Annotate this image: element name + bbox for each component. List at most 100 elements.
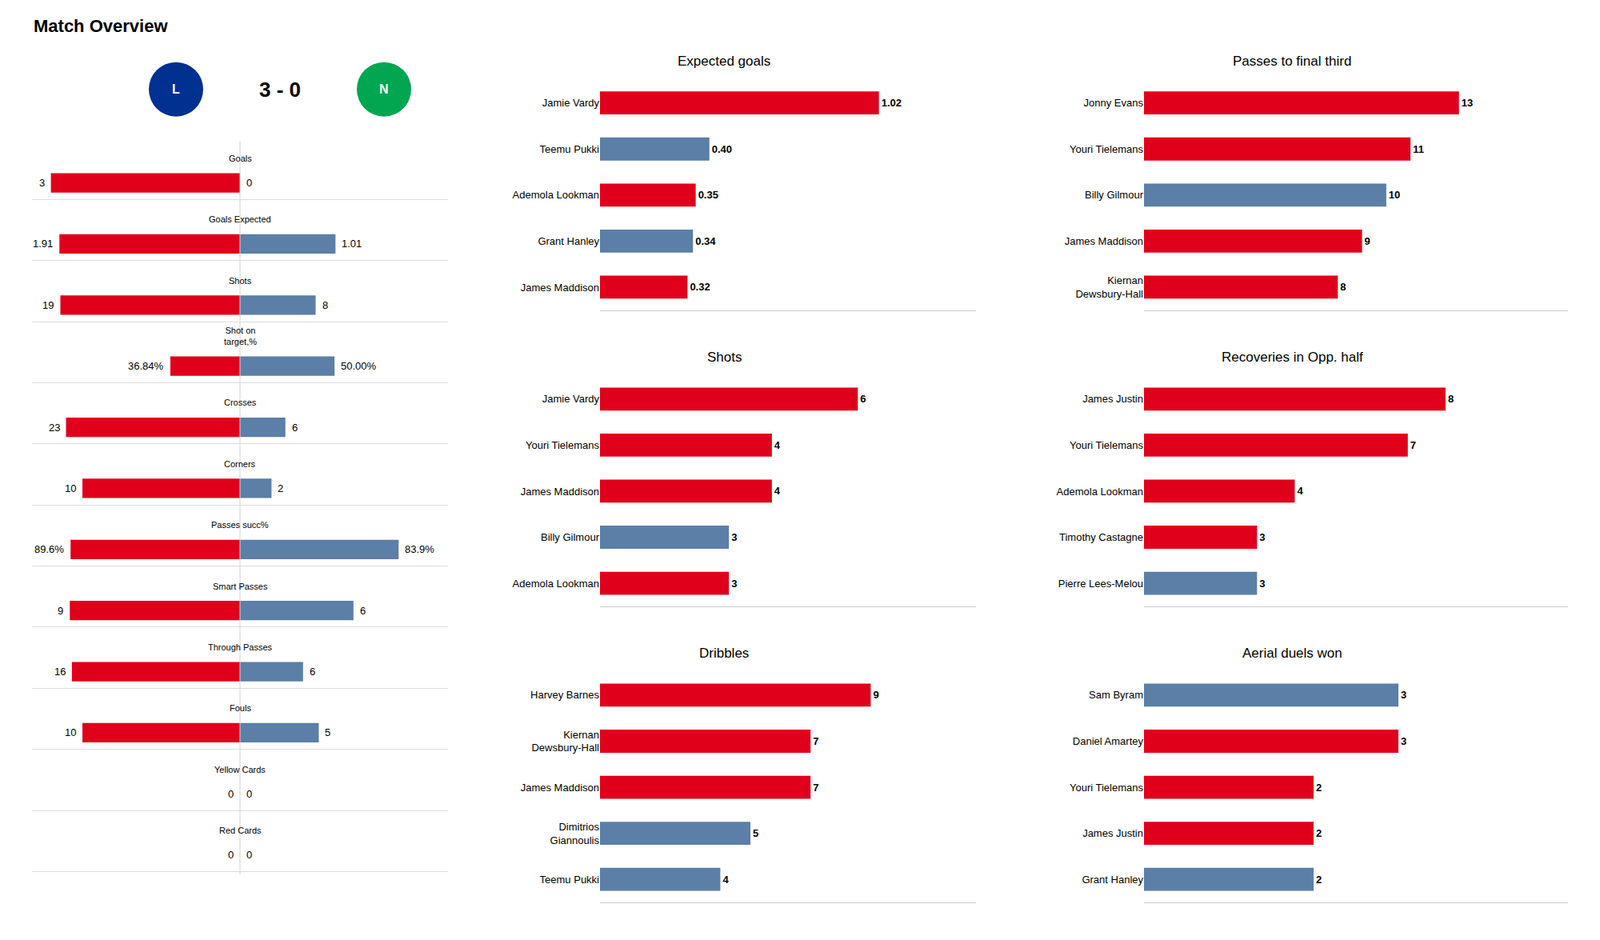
svg-text:Recoveries in Opp. half: Recoveries in Opp. half: [1221, 349, 1364, 365]
svg-text:5: 5: [324, 726, 331, 739]
svg-text:7: 7: [812, 735, 819, 748]
svg-text:L: L: [172, 82, 180, 96]
svg-text:Shot ontarget,%: Shot ontarget,%: [224, 325, 257, 347]
svg-text:5: 5: [752, 827, 759, 840]
svg-text:4: 4: [722, 873, 729, 886]
svg-text:Shots: Shots: [707, 349, 742, 365]
svg-text:3: 3: [1259, 531, 1265, 544]
svg-text:8: 8: [322, 299, 328, 312]
svg-text:Pierre Lees-Melou: Pierre Lees-Melou: [1058, 577, 1144, 590]
svg-text:Youri Tielemans: Youri Tielemans: [525, 439, 600, 452]
svg-text:Fouls: Fouls: [229, 703, 252, 713]
svg-text:6: 6: [309, 665, 316, 678]
svg-text:6: 6: [860, 392, 866, 405]
svg-text:83.9%: 83.9%: [404, 543, 435, 556]
svg-text:16: 16: [54, 665, 66, 678]
svg-text:Daniel Amartey: Daniel Amartey: [1072, 735, 1144, 748]
svg-text:10: 10: [64, 726, 76, 739]
svg-text:19: 19: [42, 299, 54, 312]
svg-text:10: 10: [1388, 188, 1400, 201]
svg-text:Teemu Pukki: Teemu Pukki: [540, 143, 600, 156]
svg-text:23: 23: [48, 421, 60, 434]
svg-text:2: 2: [1316, 781, 1322, 794]
svg-text:DimitriosGiannoulis: DimitriosGiannoulis: [550, 820, 600, 847]
svg-text:Grant Hanley: Grant Hanley: [1081, 873, 1144, 886]
svg-text:Expected goals: Expected goals: [677, 53, 771, 69]
svg-text:0.34: 0.34: [695, 235, 716, 248]
svg-text:7: 7: [1410, 439, 1416, 452]
svg-text:0: 0: [246, 788, 252, 800]
svg-text:3: 3: [731, 577, 737, 590]
svg-text:Ademola Lookman: Ademola Lookman: [512, 577, 600, 590]
svg-text:Corners: Corners: [224, 459, 256, 469]
svg-text:Smart Passes: Smart Passes: [212, 581, 268, 592]
svg-text:Crosses: Crosses: [224, 397, 257, 408]
svg-text:Passes succ%: Passes succ%: [211, 520, 269, 530]
svg-text:James Maddison: James Maddison: [520, 781, 600, 794]
svg-text:Passes to final third: Passes to final third: [1232, 53, 1352, 69]
svg-text:9: 9: [1364, 235, 1371, 248]
svg-text:6: 6: [292, 421, 298, 434]
svg-text:Youri Tielemans: Youri Tielemans: [1069, 439, 1144, 452]
svg-text:Teemu Pukki: Teemu Pukki: [540, 873, 600, 886]
svg-text:7: 7: [812, 781, 819, 794]
svg-text:James Maddison: James Maddison: [520, 484, 600, 497]
svg-text:KiernanDewsbury-Hall: KiernanDewsbury-Hall: [531, 728, 600, 755]
svg-text:Red Cards: Red Cards: [219, 825, 262, 836]
svg-text:Timothy Castagne: Timothy Castagne: [1059, 531, 1144, 544]
svg-text:3: 3: [1400, 688, 1407, 701]
svg-text:0: 0: [246, 848, 252, 861]
svg-text:0: 0: [228, 788, 234, 800]
svg-text:2: 2: [1316, 873, 1322, 886]
svg-text:Goals Expected: Goals Expected: [208, 214, 272, 224]
svg-text:6: 6: [360, 604, 366, 617]
svg-text:N: N: [379, 82, 389, 96]
svg-text:1.91: 1.91: [32, 237, 53, 250]
svg-text:Harvey Barnes: Harvey Barnes: [530, 688, 600, 701]
svg-text:4: 4: [774, 439, 781, 452]
svg-text:Jamie Vardy: Jamie Vardy: [542, 392, 600, 405]
svg-text:Billy Gilmour: Billy Gilmour: [540, 531, 600, 544]
svg-text:0.35: 0.35: [698, 188, 719, 201]
svg-text:James Maddison: James Maddison: [520, 281, 600, 294]
svg-text:89.6%: 89.6%: [34, 543, 64, 556]
svg-text:3: 3: [1259, 577, 1265, 590]
svg-text:James Justin: James Justin: [1082, 392, 1144, 405]
svg-text:3 - 0: 3 - 0: [259, 77, 301, 102]
svg-text:Ademola Lookman: Ademola Lookman: [1056, 484, 1144, 497]
svg-text:Ademola Lookman: Ademola Lookman: [512, 188, 600, 201]
svg-text:4: 4: [774, 484, 781, 497]
svg-text:9: 9: [57, 604, 64, 617]
svg-text:0.40: 0.40: [712, 143, 732, 156]
svg-text:Aerial duels won: Aerial duels won: [1242, 645, 1343, 661]
svg-text:Grant Hanley: Grant Hanley: [537, 235, 600, 248]
svg-text:Jamie Vardy: Jamie Vardy: [542, 96, 600, 109]
svg-text:11: 11: [1412, 143, 1424, 156]
svg-text:0: 0: [228, 848, 234, 861]
svg-text:1.02: 1.02: [881, 96, 902, 109]
svg-text:1.01: 1.01: [341, 237, 362, 250]
svg-text:8: 8: [1340, 280, 1346, 293]
svg-text:Billy Gilmour: Billy Gilmour: [1084, 188, 1144, 201]
svg-text:Through Passes: Through Passes: [208, 642, 273, 652]
svg-text:Sam Byram: Sam Byram: [1088, 688, 1144, 701]
svg-text:3: 3: [39, 176, 45, 189]
svg-text:Match Overview: Match Overview: [33, 16, 168, 36]
svg-text:Yellow Cards: Yellow Cards: [214, 764, 266, 775]
svg-text:0: 0: [246, 176, 252, 189]
svg-text:3: 3: [1400, 735, 1407, 748]
svg-text:Jonny Evans: Jonny Evans: [1084, 96, 1144, 109]
svg-text:2: 2: [1316, 827, 1322, 840]
svg-text:10: 10: [64, 482, 76, 495]
svg-text:James Justin: James Justin: [1082, 827, 1144, 840]
svg-text:8: 8: [1448, 392, 1454, 405]
svg-text:James Maddison: James Maddison: [1064, 235, 1144, 248]
svg-text:Goals: Goals: [228, 153, 252, 164]
svg-text:Youri Tielemans: Youri Tielemans: [1069, 143, 1144, 156]
svg-text:4: 4: [1296, 484, 1304, 497]
svg-text:50.00%: 50.00%: [340, 360, 377, 372]
svg-text:36.84%: 36.84%: [128, 360, 164, 372]
svg-text:13: 13: [1461, 96, 1473, 109]
svg-text:KiernanDewsbury-Hall: KiernanDewsbury-Hall: [1075, 274, 1144, 300]
svg-text:Shots: Shots: [228, 276, 252, 286]
